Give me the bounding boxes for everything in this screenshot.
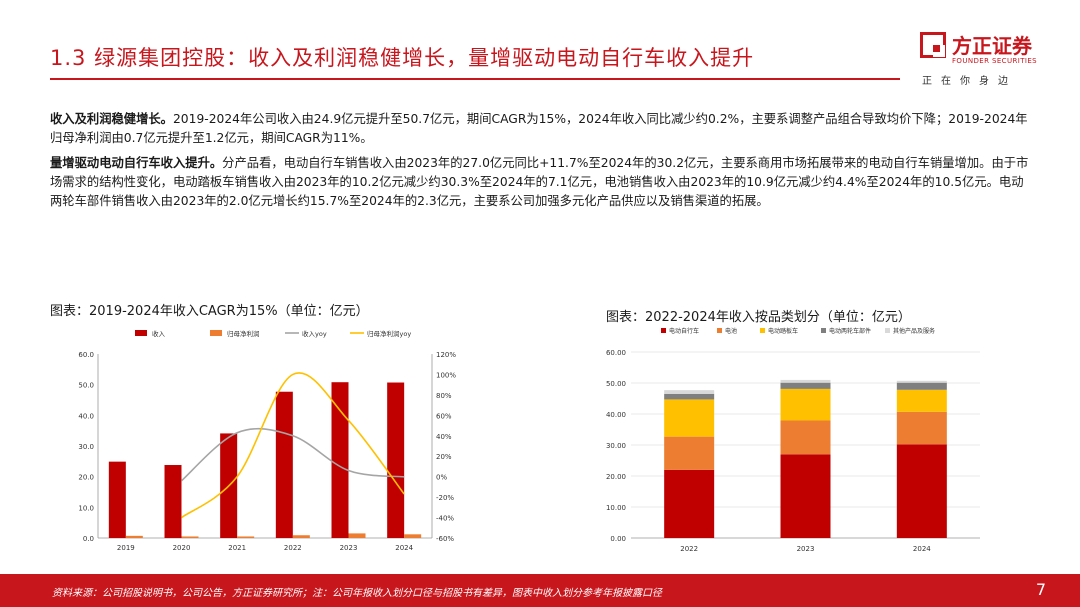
x-tick-label: 2024	[913, 545, 931, 553]
bar-revenue	[331, 382, 349, 538]
segment-e-scooter	[780, 388, 831, 421]
segment-e-scooter	[664, 399, 715, 437]
segment-parts	[664, 393, 715, 400]
x-tick-label: 2023	[797, 545, 815, 553]
segment-e-bike	[896, 444, 947, 538]
source-note: 资料来源：公司招股说明书，公司公告，方正证券研究所；注：公司年报收入划分口径与招…	[52, 588, 662, 599]
segment-parts	[780, 382, 831, 389]
legend-label: 电动踏板车	[768, 327, 798, 335]
segment-e-bike	[780, 454, 831, 538]
logo-tagline: 正在你身边	[922, 76, 1017, 87]
y2-tick-label: -60%	[436, 535, 454, 543]
segment-e-bike	[664, 469, 715, 538]
legend-label: 其他产品及服务	[893, 327, 935, 335]
y-tick-label: 60.0	[78, 351, 94, 359]
legend-label: 收入	[152, 329, 166, 338]
bar-net-profit	[181, 536, 199, 538]
x-tick-label: 2023	[340, 544, 358, 552]
paragraph-lead: 收入及利润稳健增长。	[50, 112, 173, 126]
paragraph-revenue-profit: 收入及利润稳健增长。2019-2024年公司收入由24.9亿元提升至50.7亿元…	[50, 110, 1035, 148]
y-tick-label: 50.00	[606, 380, 626, 388]
legend-label: 归母净利润yoy	[367, 329, 411, 338]
bar-net-profit	[404, 534, 422, 538]
y2-tick-label: 60%	[436, 412, 452, 420]
x-tick-label: 2021	[228, 544, 246, 552]
y-tick-label: 10.0	[78, 504, 94, 512]
paragraph-body: 2019-2024年公司收入由24.9亿元提升至50.7亿元，期间CAGR为15…	[50, 112, 1028, 145]
segment-battery	[664, 436, 715, 470]
legend-swatch	[210, 330, 222, 336]
revenue-profit-chart: 0.0 10.0 20.0 30.0 40.0 50.0 60.0 -60% -40% -20% 0…	[78, 329, 456, 552]
bar-revenue	[108, 461, 126, 538]
legend-label: 电池	[725, 327, 737, 335]
title-divider	[50, 78, 900, 80]
y2-tick-label: 20%	[436, 453, 452, 461]
right-chart-title: 图表：2022-2024年收入按品类划分（单位：亿元）	[606, 310, 911, 325]
founder-logo-icon	[920, 32, 946, 58]
y-tick-label: 20.0	[78, 474, 94, 482]
y2-tick-label: 100%	[436, 371, 456, 379]
page-title: 1.3 绿源集团控股：收入及利润稳健增长，量增驱动电动自行车收入提升	[50, 46, 755, 70]
footer-bar: 资料来源：公司招股说明书，公司公告，方正证券研究所；注：公司年报收入划分口径与招…	[0, 574, 1080, 607]
y-tick-label: 0.0	[83, 535, 94, 543]
legend-swatch	[885, 328, 890, 333]
bar-revenue	[387, 382, 405, 538]
logo-english-name: FOUNDER SECURITIES	[952, 57, 1038, 65]
y2-tick-label: -20%	[436, 494, 454, 502]
y-tick-label: 0.00	[610, 535, 626, 543]
bar-net-profit	[125, 535, 143, 538]
legend-swatch	[661, 328, 666, 333]
y2-tick-label: 0%	[436, 474, 447, 482]
legend-swatch	[717, 328, 722, 333]
paragraph-product-breakdown: 量增驱动电动自行车收入提升。分产品看，电动自行车销售收入由2023年的27.0亿…	[50, 154, 1035, 211]
x-tick-label: 2020	[173, 544, 191, 552]
bar-net-profit	[237, 536, 255, 538]
legend-swatch	[760, 328, 765, 333]
paragraph-lead: 量增驱动电动自行车收入提升。	[50, 156, 223, 170]
y2-tick-label: 120%	[436, 351, 456, 359]
left-chart-title: 图表：2019-2024年收入CAGR为15%（单位：亿元）	[50, 304, 369, 319]
line-net-profit-yoy	[181, 372, 405, 519]
y-tick-label: 40.0	[78, 412, 94, 420]
segment-battery	[896, 411, 947, 445]
y-tick-label: 40.00	[606, 411, 626, 419]
segment-battery	[780, 420, 831, 455]
legend-label: 归母净利润	[227, 329, 260, 338]
legend-label: 电动两轮车部件	[829, 327, 871, 335]
logo-name: 方正证券	[952, 34, 1032, 58]
y-tick-label: 60.00	[606, 349, 626, 357]
company-logo: 方正证券 FOUNDER SECURITIES 正在你身边	[920, 30, 1060, 90]
bar-revenue	[275, 391, 293, 538]
bar-revenue	[164, 465, 182, 538]
bar-net-profit	[348, 533, 366, 538]
y2-tick-label: 40%	[436, 433, 452, 441]
legend-swatch	[135, 330, 147, 336]
segment-e-scooter	[896, 389, 947, 412]
revenue-by-category-chart: 0.00 10.00 20.00 30.00 40.00 50.00 60.00 2022 20…	[606, 327, 980, 553]
x-tick-label: 2022	[284, 544, 302, 552]
y-tick-label: 50.0	[78, 382, 94, 390]
legend-label: 电动自行车	[669, 327, 699, 335]
y-tick-label: 10.00	[606, 504, 626, 512]
y-tick-label: 30.00	[606, 442, 626, 450]
y-tick-label: 20.00	[606, 473, 626, 481]
x-tick-label: 2024	[395, 544, 413, 552]
x-tick-label: 2019	[117, 544, 135, 552]
y-tick-label: 30.0	[78, 443, 94, 451]
legend-label: 收入yoy	[302, 329, 327, 338]
x-tick-label: 2022	[680, 545, 698, 553]
paragraph-body: 分产品看，电动自行车销售收入由2023年的27.0亿元同比+11.7%至2024…	[50, 156, 1029, 208]
page-number: 7	[1035, 580, 1046, 599]
segment-other	[780, 379, 831, 383]
y2-tick-label: 80%	[436, 392, 452, 400]
segment-other	[896, 380, 947, 383]
bar-net-profit	[292, 535, 310, 538]
y2-tick-label: -40%	[436, 515, 454, 523]
line-revenue-yoy	[180, 427, 405, 482]
segment-other	[664, 390, 715, 394]
segment-parts	[896, 382, 947, 390]
legend-swatch	[821, 328, 826, 333]
